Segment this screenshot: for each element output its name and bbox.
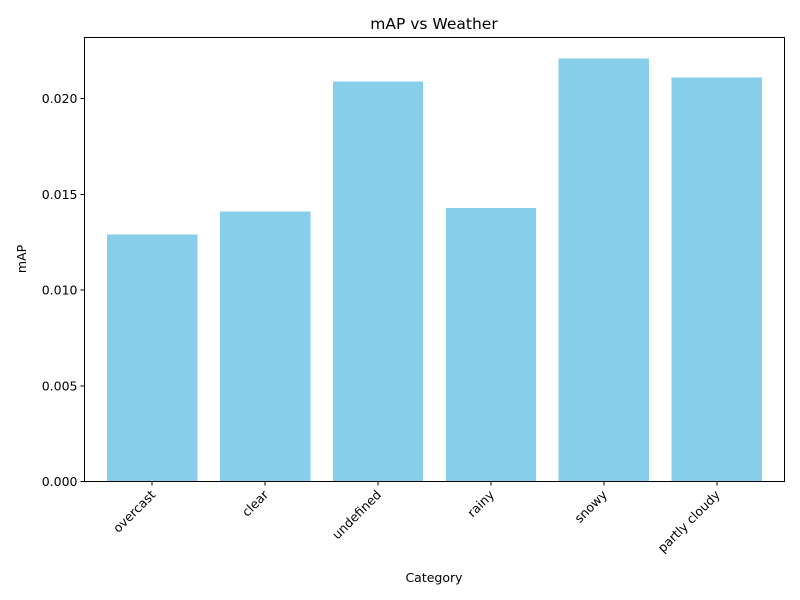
- x-tick-label: overcast: [110, 487, 159, 536]
- bars-group: [107, 58, 762, 482]
- y-axis-ticks: 0.000 0.005 0.010 0.015 0.020: [42, 91, 85, 489]
- x-tick-label: partly cloudy: [655, 487, 724, 556]
- x-tick-label: rainy: [464, 487, 497, 520]
- bar-overcast: [107, 234, 198, 482]
- y-tick-label: 0.020: [42, 91, 78, 106]
- y-tick-label: 0.010: [42, 283, 78, 298]
- x-axis-ticks: overcast clear undefined rainy snowy partly c…: [110, 481, 724, 556]
- chart-title: mAP vs Weather: [370, 15, 498, 33]
- bar-clear: [219, 211, 311, 482]
- y-tick-label: 0.005: [42, 378, 78, 393]
- x-tick-label: clear: [239, 486, 272, 519]
- bar-partly-cloudy: [671, 77, 762, 482]
- y-axis-label: mAP: [14, 244, 29, 273]
- bar-snowy: [558, 58, 650, 482]
- bar-undefined: [332, 81, 424, 482]
- x-axis-label: Category: [405, 570, 463, 585]
- y-tick-label: 0.000: [42, 474, 78, 489]
- bar-rainy: [445, 207, 537, 482]
- x-tick-label: snowy: [571, 487, 610, 526]
- plot-frame: [84, 37, 785, 482]
- x-tick-label: undefined: [329, 487, 384, 542]
- y-tick-label: 0.015: [42, 187, 78, 202]
